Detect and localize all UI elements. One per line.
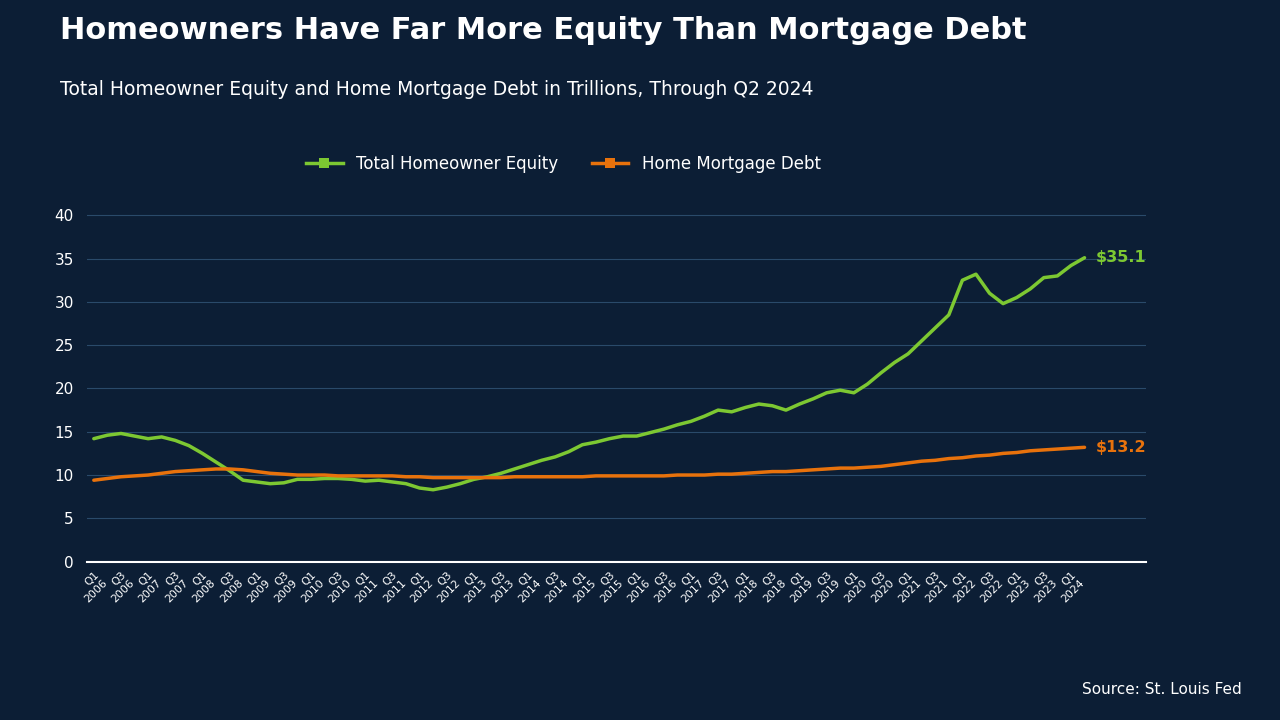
Text: $13.2: $13.2 (1096, 440, 1146, 455)
Text: Homeowners Have Far More Equity Than Mortgage Debt: Homeowners Have Far More Equity Than Mor… (60, 16, 1027, 45)
Text: Total Homeowner Equity and Home Mortgage Debt in Trillions, Through Q2 2024: Total Homeowner Equity and Home Mortgage… (60, 81, 814, 99)
Text: $35.1: $35.1 (1096, 251, 1146, 265)
Text: Source: St. Louis Fed: Source: St. Louis Fed (1082, 682, 1242, 697)
Legend: Total Homeowner Equity, Home Mortgage Debt: Total Homeowner Equity, Home Mortgage De… (300, 148, 827, 179)
